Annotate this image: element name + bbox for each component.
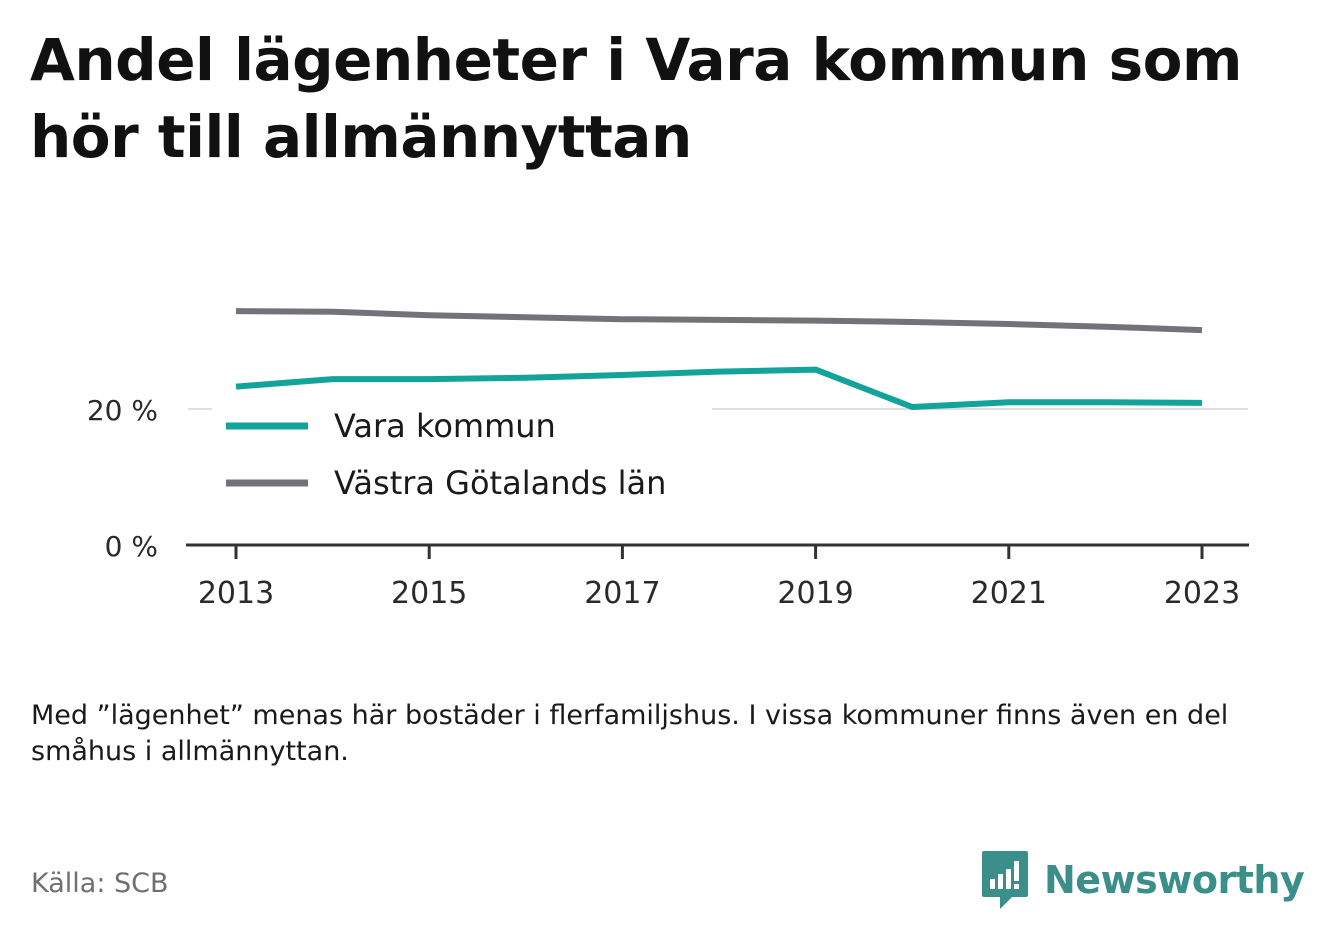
series-line (235, 366, 1203, 410)
x-tick-label: 2015 (391, 576, 467, 611)
legend-label: Vara kommun (334, 407, 556, 445)
x-tick-label: 2013 (198, 576, 274, 611)
newsworthy-logo-icon (982, 851, 1028, 909)
legend-label: Västra Götalands län (334, 464, 666, 502)
chart-title: Andel lägenheter i Vara kommun som hör t… (30, 26, 1242, 171)
brand-logo: Newsworthy (980, 848, 1305, 912)
source-label: Källa: SCB (31, 868, 169, 899)
x-tick-label: 2021 (971, 576, 1047, 611)
brand-name: Newsworthy (1044, 858, 1305, 902)
y-tick-label: 20 % (87, 394, 158, 427)
x-tick-label: 2019 (777, 576, 853, 611)
series-lines (235, 308, 1203, 410)
legend-background (212, 398, 712, 510)
chart-note: Med ”lägenhet” menas här bostäder i fler… (31, 700, 1229, 767)
x-tick-label: 2023 (1164, 576, 1240, 611)
x-tick-label: 2017 (584, 576, 660, 611)
y-tick-label: 0 % (105, 530, 158, 563)
legend: Vara kommun Västra Götalands län (212, 398, 712, 510)
axes: 0 % 20 % 2013 2015 2017 2019 2021 2023 (87, 394, 1249, 611)
line-chart: Vara kommun Västra Götalands län 0 % 20 % 2… (87, 308, 1249, 611)
series-line (235, 308, 1203, 334)
